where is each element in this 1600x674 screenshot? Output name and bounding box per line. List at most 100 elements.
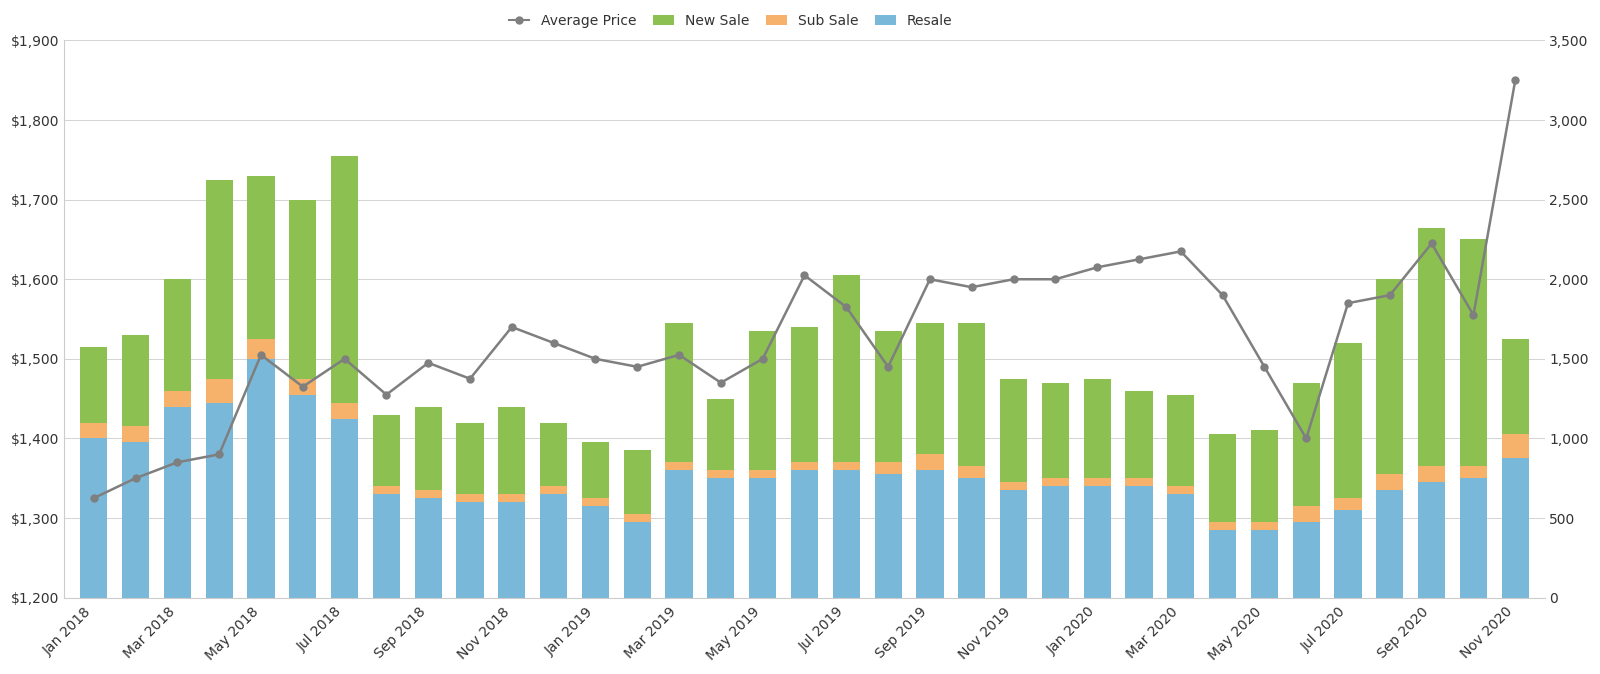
Bar — [1418, 228, 1445, 466]
Bar — [917, 323, 944, 454]
Bar — [541, 423, 568, 486]
Bar — [122, 442, 149, 598]
Bar — [1000, 490, 1027, 598]
Bar — [331, 402, 358, 419]
Bar — [290, 395, 317, 598]
Bar — [666, 462, 693, 470]
Bar — [205, 402, 232, 598]
Bar — [414, 490, 442, 498]
Bar — [331, 156, 358, 402]
Bar — [205, 379, 232, 402]
Bar — [1502, 435, 1530, 458]
Bar — [163, 391, 190, 406]
Bar — [875, 462, 902, 474]
Bar — [498, 494, 525, 502]
Bar — [1000, 482, 1027, 490]
Bar — [832, 462, 859, 470]
Bar — [1334, 510, 1362, 598]
Bar — [624, 514, 651, 522]
Bar — [1459, 479, 1486, 598]
Bar — [1293, 383, 1320, 506]
Bar — [456, 494, 483, 502]
Bar — [1042, 479, 1069, 486]
Bar — [790, 462, 818, 470]
Bar — [1042, 486, 1069, 598]
Bar — [1083, 379, 1110, 479]
Bar — [707, 470, 734, 479]
Bar — [1418, 466, 1445, 482]
Bar — [290, 200, 317, 379]
Bar — [1334, 343, 1362, 498]
Bar — [624, 522, 651, 598]
Bar — [1376, 279, 1403, 474]
Bar — [248, 359, 275, 598]
Bar — [456, 502, 483, 598]
Bar — [1502, 458, 1530, 598]
Bar — [958, 323, 986, 466]
Bar — [790, 470, 818, 598]
Bar — [541, 486, 568, 494]
Bar — [1376, 474, 1403, 490]
Bar — [917, 454, 944, 470]
Bar — [541, 494, 568, 598]
Bar — [749, 470, 776, 479]
Bar — [875, 331, 902, 462]
Bar — [875, 474, 902, 598]
Bar — [1251, 431, 1278, 522]
Bar — [205, 180, 232, 379]
Bar — [122, 335, 149, 427]
Bar — [1251, 522, 1278, 530]
Legend: Average Price, New Sale, Sub Sale, Resale: Average Price, New Sale, Sub Sale, Resal… — [502, 9, 958, 34]
Bar — [414, 406, 442, 490]
Bar — [832, 470, 859, 598]
Bar — [1125, 391, 1152, 479]
Bar — [917, 470, 944, 598]
Bar — [80, 423, 107, 438]
Bar — [707, 479, 734, 598]
Bar — [248, 339, 275, 359]
Bar — [1125, 486, 1152, 598]
Bar — [1210, 435, 1237, 522]
Bar — [1376, 490, 1403, 598]
Bar — [331, 419, 358, 598]
Bar — [373, 494, 400, 598]
Bar — [1166, 395, 1194, 486]
Bar — [373, 415, 400, 486]
Bar — [707, 398, 734, 470]
Bar — [582, 498, 610, 506]
Bar — [290, 379, 317, 395]
Bar — [958, 466, 986, 479]
Bar — [1502, 339, 1530, 435]
Bar — [1459, 239, 1486, 466]
Bar — [1166, 486, 1194, 494]
Bar — [749, 479, 776, 598]
Bar — [1042, 383, 1069, 479]
Bar — [498, 502, 525, 598]
Bar — [1166, 494, 1194, 598]
Bar — [1459, 466, 1486, 479]
Bar — [1083, 479, 1110, 486]
Bar — [1125, 479, 1152, 486]
Bar — [1083, 486, 1110, 598]
Bar — [958, 479, 986, 598]
Bar — [122, 427, 149, 442]
Bar — [1293, 522, 1320, 598]
Bar — [80, 438, 107, 598]
Bar — [624, 450, 651, 514]
Bar — [582, 506, 610, 598]
Bar — [373, 486, 400, 494]
Bar — [1418, 482, 1445, 598]
Bar — [1293, 506, 1320, 522]
Bar — [1334, 498, 1362, 510]
Bar — [456, 423, 483, 494]
Bar — [414, 498, 442, 598]
Bar — [1251, 530, 1278, 598]
Bar — [666, 470, 693, 598]
Bar — [666, 323, 693, 462]
Bar — [832, 275, 859, 462]
Bar — [1210, 522, 1237, 530]
Bar — [163, 279, 190, 391]
Bar — [749, 331, 776, 470]
Bar — [80, 347, 107, 423]
Bar — [1000, 379, 1027, 482]
